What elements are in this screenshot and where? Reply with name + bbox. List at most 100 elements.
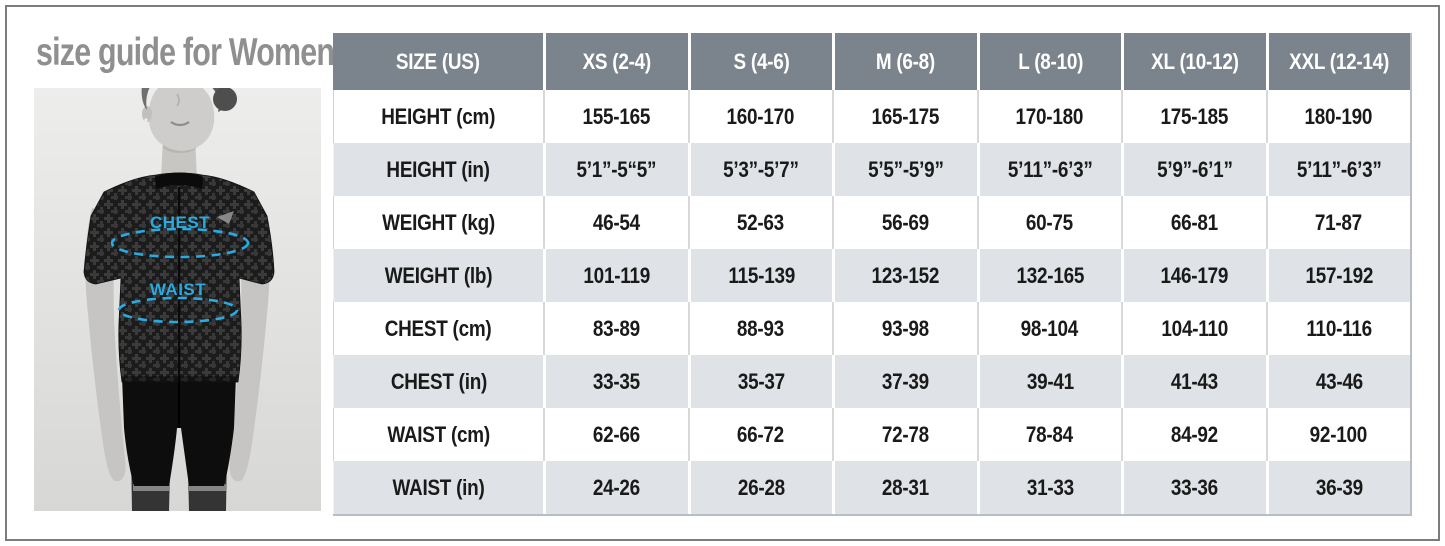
waist-annotation-label: WAIST — [150, 280, 206, 299]
row-label: WEIGHT (kg) — [382, 209, 495, 235]
cell-value: 115-139 — [727, 262, 795, 288]
value-cell: 165-175 — [832, 90, 977, 143]
row-label: HEIGHT (cm) — [381, 103, 496, 129]
row-label-cell: CHEST (in) — [333, 355, 543, 408]
value-cell: 5’9”-6’1” — [1121, 143, 1266, 196]
cell-value: 33-35 — [593, 368, 641, 394]
column-header-label: L (8-10) — [1017, 48, 1083, 74]
column-header: XS (2-4) — [543, 33, 688, 90]
cell-value: 175-185 — [1160, 103, 1229, 129]
value-cell: 5’1”-5“5” — [543, 143, 688, 196]
value-cell: 33-35 — [543, 355, 688, 408]
value-cell: 33-36 — [1121, 461, 1266, 514]
cell-value: 35-37 — [737, 368, 785, 394]
chest-annotation-label: CHEST — [150, 213, 210, 232]
row-label-cell: CHEST (cm) — [333, 302, 543, 355]
value-cell: 83-89 — [543, 302, 688, 355]
cell-value: 146-179 — [1160, 262, 1229, 288]
cell-value: 66-72 — [737, 421, 785, 447]
value-cell: 115-139 — [687, 249, 832, 302]
value-cell: 110-116 — [1265, 302, 1410, 355]
row-label: CHEST (in) — [390, 368, 487, 394]
cell-value: 5’1”-5“5” — [576, 156, 657, 182]
value-cell: 66-81 — [1121, 196, 1266, 249]
size-table: SIZE (US) XS (2-4) S (4-6) M (6-8) L (8-10) X… — [333, 33, 1412, 516]
value-cell: 157-192 — [1265, 249, 1410, 302]
value-cell: 175-185 — [1121, 90, 1266, 143]
cell-value: 36-39 — [1315, 474, 1363, 500]
value-cell: 78-84 — [976, 408, 1121, 461]
value-cell: 98-104 — [976, 302, 1121, 355]
value-cell: 146-179 — [1121, 249, 1266, 302]
cell-value: 24-26 — [593, 474, 641, 500]
table-row: WEIGHT (kg) 46-54 52-63 56-69 60-75 66-81 71-8… — [333, 196, 1410, 249]
cell-value: 165-175 — [871, 103, 940, 129]
table-row: WAIST (cm) 62-66 66-72 72-78 78-84 84-92 92-10… — [333, 408, 1410, 461]
cell-value: 157-192 — [1305, 262, 1374, 288]
row-label: CHEST (cm) — [385, 315, 492, 341]
column-header: S (4-6) — [687, 33, 832, 90]
table-row: CHEST (cm) 83-89 88-93 93-98 98-104 104-110 11… — [333, 302, 1410, 355]
cell-value: 98-104 — [1021, 315, 1079, 341]
table-row: WAIST (in) 24-26 26-28 28-31 31-33 33-36 36-39 — [333, 461, 1410, 514]
column-header-label: XL (10-12) — [1150, 48, 1239, 74]
column-header-label: S (4-6) — [733, 48, 790, 74]
cell-value: 60-75 — [1026, 209, 1074, 235]
value-cell: 5’3”-5’7” — [687, 143, 832, 196]
cell-value: 180-190 — [1304, 103, 1373, 129]
cell-value: 46-54 — [592, 209, 640, 235]
value-cell: 24-26 — [543, 461, 688, 514]
value-cell: 71-87 — [1265, 196, 1410, 249]
cell-value: 5’9”-6’1” — [1156, 156, 1233, 182]
left-ear — [142, 106, 152, 122]
column-header-label: XS (2-4) — [582, 48, 652, 74]
row-label: WAIST (in) — [392, 474, 485, 500]
row-label-cell: WAIST (cm) — [333, 408, 543, 461]
column-header-size: SIZE (US) — [333, 33, 543, 90]
waist-measure-ellipse — [117, 296, 239, 324]
size-table-body: HEIGHT (cm) 155-165 160-170 165-175 170-180 1… — [333, 90, 1410, 514]
mouth — [170, 121, 190, 127]
cell-value: 41-43 — [1171, 368, 1219, 394]
cell-value: 72-78 — [881, 421, 929, 447]
row-label-cell: WAIST (in) — [333, 461, 543, 514]
value-cell: 56-69 — [832, 196, 977, 249]
cell-value: 88-93 — [737, 315, 785, 341]
cell-value: 39-41 — [1026, 368, 1074, 394]
value-cell: 72-78 — [832, 408, 977, 461]
left-short-hem — [133, 484, 170, 491]
cell-value: 170-180 — [1015, 103, 1084, 129]
cell-value: 110-116 — [1305, 315, 1372, 341]
value-cell: 41-43 — [1121, 355, 1266, 408]
value-cell: 66-72 — [687, 408, 832, 461]
hair-left — [141, 88, 150, 110]
value-cell: 43-46 — [1265, 355, 1410, 408]
value-cell: 160-170 — [687, 90, 832, 143]
table-row: HEIGHT (cm) 155-165 160-170 165-175 170-180 1… — [333, 90, 1410, 143]
value-cell: 60-75 — [976, 196, 1121, 249]
shorts — [122, 376, 236, 486]
column-header: XXL (12-14) — [1265, 33, 1410, 90]
value-cell: 5’5”-5’9” — [832, 143, 977, 196]
row-label-cell: HEIGHT (cm) — [333, 90, 543, 143]
woman-photo: CHEST WAIST — [34, 88, 321, 511]
jersey-hem — [122, 376, 238, 382]
cell-value: 43-46 — [1315, 368, 1363, 394]
value-cell: 180-190 — [1265, 90, 1410, 143]
cell-value: 84-92 — [1170, 421, 1218, 447]
row-label: WEIGHT (lb) — [384, 262, 493, 288]
row-label: WAIST (cm) — [387, 421, 490, 447]
cell-value: 5’11”-6’3” — [1296, 156, 1382, 182]
cell-value: 104-110 — [1160, 315, 1228, 341]
value-cell: 92-100 — [1265, 408, 1410, 461]
value-cell: 101-119 — [543, 249, 688, 302]
cell-value: 66-81 — [1170, 209, 1218, 235]
value-cell: 35-37 — [687, 355, 832, 408]
page-title: size guide for Women — [36, 33, 418, 72]
nose-shadow — [176, 93, 180, 107]
cell-value: 101-119 — [583, 262, 651, 288]
row-label-cell: HEIGHT (in) — [333, 143, 543, 196]
column-header-label: M (6-8) — [876, 48, 936, 74]
column-header: L (8-10) — [976, 33, 1121, 90]
value-cell: 132-165 — [976, 249, 1121, 302]
